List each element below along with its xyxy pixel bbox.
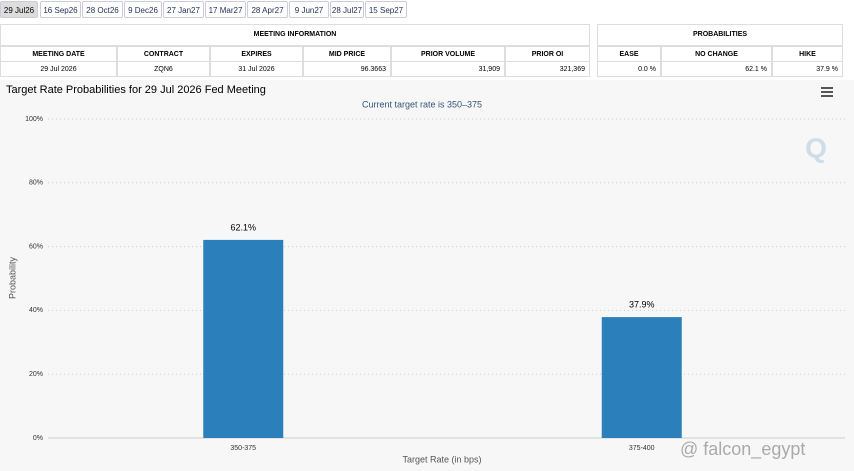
chart-subtitle: Current target rate is 350–375 xyxy=(362,99,482,109)
menu-icon[interactable] xyxy=(821,87,833,97)
data-label: 62.1% xyxy=(230,222,256,232)
y-tick-label: 100% xyxy=(25,116,43,123)
date-tab[interactable]: 17 Mar27 xyxy=(205,1,246,18)
logo: Q xyxy=(805,132,827,163)
y-tick-label: 0% xyxy=(33,435,43,442)
column-header: EASE xyxy=(597,46,661,62)
date-tab[interactable]: 9 Dec26 xyxy=(124,1,162,18)
column-header: NO CHANGE xyxy=(661,46,772,62)
x-tick-label: 350-375 xyxy=(230,445,256,452)
chart-background xyxy=(0,80,854,471)
chart: Target Rate Probabilities for 29 Jul 202… xyxy=(0,80,854,471)
data-label: 37.9% xyxy=(629,299,655,309)
y-axis-label: Probability xyxy=(7,256,17,299)
column-header: HIKE xyxy=(772,46,843,62)
table-title: MEETING INFORMATION xyxy=(0,24,590,46)
chart-title: Target Rate Probabilities for 29 Jul 202… xyxy=(6,84,266,96)
table-cell: 31 Jul 2026 xyxy=(210,61,303,77)
date-tab[interactable]: 15 Sep27 xyxy=(365,1,407,18)
date-tab[interactable]: 9 Jun27 xyxy=(289,1,329,18)
y-tick-label: 20% xyxy=(29,371,43,378)
table-cell: 31,909 xyxy=(391,61,505,77)
table-cell: 29 Jul 2026 xyxy=(0,61,117,77)
table-title: PROBABILITIES xyxy=(597,24,843,46)
column-header: PRIOR OI xyxy=(505,46,590,62)
table-cell: 321,369 xyxy=(505,61,590,77)
column-header: MEETING DATE xyxy=(0,46,117,62)
column-header: CONTRACT xyxy=(117,46,210,62)
x-tick-label: 375-400 xyxy=(629,445,655,452)
bar xyxy=(203,239,284,438)
bar xyxy=(601,317,682,438)
table-cell: 37.9 % xyxy=(772,61,843,77)
date-tab[interactable]: 27 Jan27 xyxy=(163,1,204,18)
column-header: MID PRICE xyxy=(303,46,391,62)
table-cell: 96.3663 xyxy=(303,61,391,77)
date-tab[interactable]: 16 Sep26 xyxy=(40,1,81,18)
watermark: @ falcon_egypt xyxy=(680,439,805,460)
table-cell: ZQN6 xyxy=(117,61,210,77)
table-cell: 0.0 % xyxy=(597,61,661,77)
date-tab[interactable]: 28 Oct26 xyxy=(82,1,123,18)
y-tick-label: 60% xyxy=(29,243,43,250)
y-tick-label: 80% xyxy=(29,180,43,187)
date-tab[interactable]: 29 Jul26 xyxy=(0,1,38,18)
date-tab[interactable]: 28 Apr27 xyxy=(247,1,288,18)
table-cell: 62.1 % xyxy=(661,61,772,77)
column-header: EXPIRES xyxy=(210,46,303,62)
y-tick-label: 40% xyxy=(29,307,43,314)
date-tab[interactable]: 28 Jul27 xyxy=(330,1,364,18)
x-axis-label: Target Rate (in bps) xyxy=(402,454,481,464)
column-header: PRIOR VOLUME xyxy=(391,46,505,62)
